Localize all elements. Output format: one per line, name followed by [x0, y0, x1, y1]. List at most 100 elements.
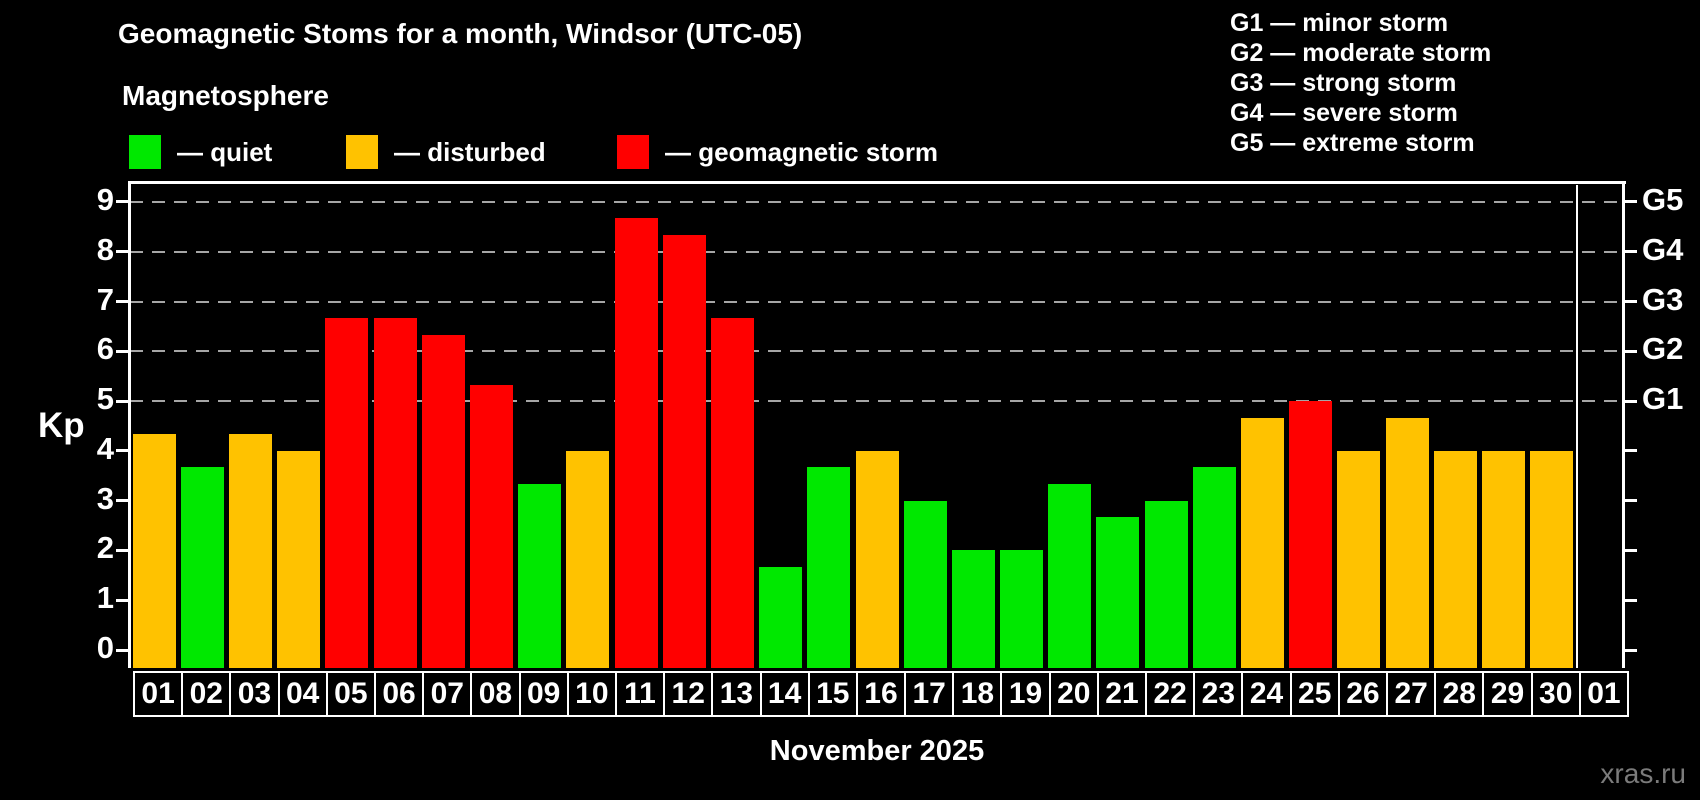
storm-scale-line-g2: G2 — moderate storm [1230, 39, 1492, 67]
bar-day-11 [614, 218, 658, 668]
y-tick-label-1: 1 [96, 580, 114, 616]
x-label-07: 07 [422, 671, 473, 717]
x-label-15: 15 [807, 671, 858, 717]
right-tick-5 [1625, 399, 1637, 403]
legend-item-storm: — geomagnetic storm [617, 134, 938, 170]
x-label-20: 20 [1048, 671, 1099, 717]
x-label-22: 22 [1145, 671, 1196, 717]
legend-item-disturbed: — disturbed [346, 134, 546, 170]
storm-scale-legend: G1 — minor storm G2 — moderate storm G3 — … [1230, 8, 1491, 158]
gridline-kp5 [130, 400, 1624, 403]
bar-day-08 [469, 384, 513, 668]
storm-scale-line-g1: G1 — minor storm [1230, 9, 1449, 37]
bar-day-14 [759, 566, 803, 668]
y-tick-6 [116, 349, 128, 353]
x-label-10: 10 [566, 671, 617, 717]
y-tick-label-6: 6 [96, 331, 114, 367]
right-axis-line [1622, 181, 1625, 668]
x-label-23: 23 [1193, 671, 1244, 717]
gridline-kp8 [130, 250, 1624, 253]
legend-label-storm: — geomagnetic storm [665, 136, 939, 167]
bar-day-10 [566, 450, 610, 668]
y-tick-label-0: 0 [96, 630, 114, 665]
chart-subtitle: Magnetosphere [122, 80, 329, 111]
x-label-16: 16 [855, 671, 907, 717]
y-tick-2 [116, 548, 128, 552]
x-label-19: 19 [1000, 671, 1051, 717]
bar-day-22 [1144, 500, 1188, 668]
gridline-kp9 [130, 200, 1624, 203]
x-label-21: 21 [1096, 671, 1148, 717]
x-label-12: 12 [663, 671, 714, 717]
y-tick-label-9: 9 [96, 181, 114, 217]
bar-day-25 [1289, 401, 1333, 668]
bar-day-27 [1385, 417, 1429, 668]
bar-day-06 [373, 317, 417, 668]
x-label-01-next: 01 [1578, 671, 1629, 717]
legend-swatch-quiet [129, 135, 161, 169]
watermark: xras.ru [1600, 758, 1686, 789]
bar-day-05 [325, 317, 369, 668]
gridline-kp7 [130, 300, 1624, 303]
right-axis-label-g1: G1 [1642, 381, 1684, 417]
y-tick-label-5: 5 [96, 381, 114, 417]
bar-day-18 [951, 550, 995, 668]
right-tick-9 [1625, 200, 1637, 204]
y-axis-title: Kp [38, 405, 85, 445]
y-tick-label-3: 3 [96, 480, 114, 516]
storm-scale-line-g4: G4 — severe storm [1230, 99, 1458, 127]
x-label-30: 30 [1530, 671, 1581, 717]
legend-item-quiet: — quiet [129, 134, 272, 170]
x-label-04: 04 [277, 671, 328, 717]
y-tick-1 [116, 598, 128, 602]
bar-day-29 [1482, 450, 1526, 668]
bar-day-15 [807, 467, 851, 668]
chart-title: Geomagnetic Stoms for a month, Windsor (… [118, 18, 803, 49]
bar-day-09 [518, 484, 562, 668]
x-label-25: 25 [1289, 671, 1340, 717]
right-axis-label-g3: G3 [1642, 281, 1684, 317]
x-label-09: 09 [518, 671, 569, 717]
bar-day-19 [1000, 550, 1044, 668]
x-label-11: 11 [614, 671, 666, 717]
x-label-01: 01 [133, 671, 184, 717]
x-label-13: 13 [711, 671, 762, 717]
x-label-05: 05 [325, 671, 376, 717]
x-label-17: 17 [904, 671, 955, 717]
bar-day-12 [662, 235, 706, 668]
y-tick-4 [116, 449, 128, 453]
storm-scale-line-g3: G3 — strong storm [1230, 69, 1457, 97]
legend-label-disturbed: — disturbed [394, 136, 546, 167]
right-tick-4 [1625, 449, 1637, 453]
bar-day-03 [228, 434, 272, 668]
x-label-26: 26 [1337, 671, 1389, 717]
bar-day-04 [277, 450, 321, 668]
y-tick-5 [116, 399, 128, 403]
y-tick-9 [116, 200, 128, 204]
bar-day-24 [1241, 417, 1285, 668]
x-label-06: 06 [373, 671, 425, 717]
y-tick-7 [116, 300, 128, 304]
y-tick-label-4: 4 [96, 430, 114, 466]
legend-swatch-disturbed [346, 135, 378, 169]
x-label-08: 08 [470, 671, 521, 717]
bar-day-23 [1192, 467, 1236, 668]
x-label-27: 27 [1386, 671, 1437, 717]
gridline-kp6 [130, 350, 1624, 353]
x-label-28: 28 [1434, 671, 1485, 717]
x-axis-title: November 2025 [769, 735, 985, 767]
y-tick-label-8: 8 [96, 231, 114, 267]
right-axis-label-g2: G2 [1642, 331, 1684, 367]
right-tick-8 [1625, 250, 1637, 254]
right-tick-0 [1625, 648, 1637, 652]
right-tick-7 [1625, 300, 1637, 304]
x-label-02: 02 [181, 671, 232, 717]
right-tick-6 [1625, 349, 1637, 353]
bar-day-13 [710, 317, 754, 668]
bar-day-28 [1433, 450, 1477, 668]
bar-day-07 [421, 334, 465, 668]
y-tick-label-2: 2 [96, 530, 114, 566]
month-separator-line [1575, 185, 1578, 668]
x-label-18: 18 [952, 671, 1003, 717]
